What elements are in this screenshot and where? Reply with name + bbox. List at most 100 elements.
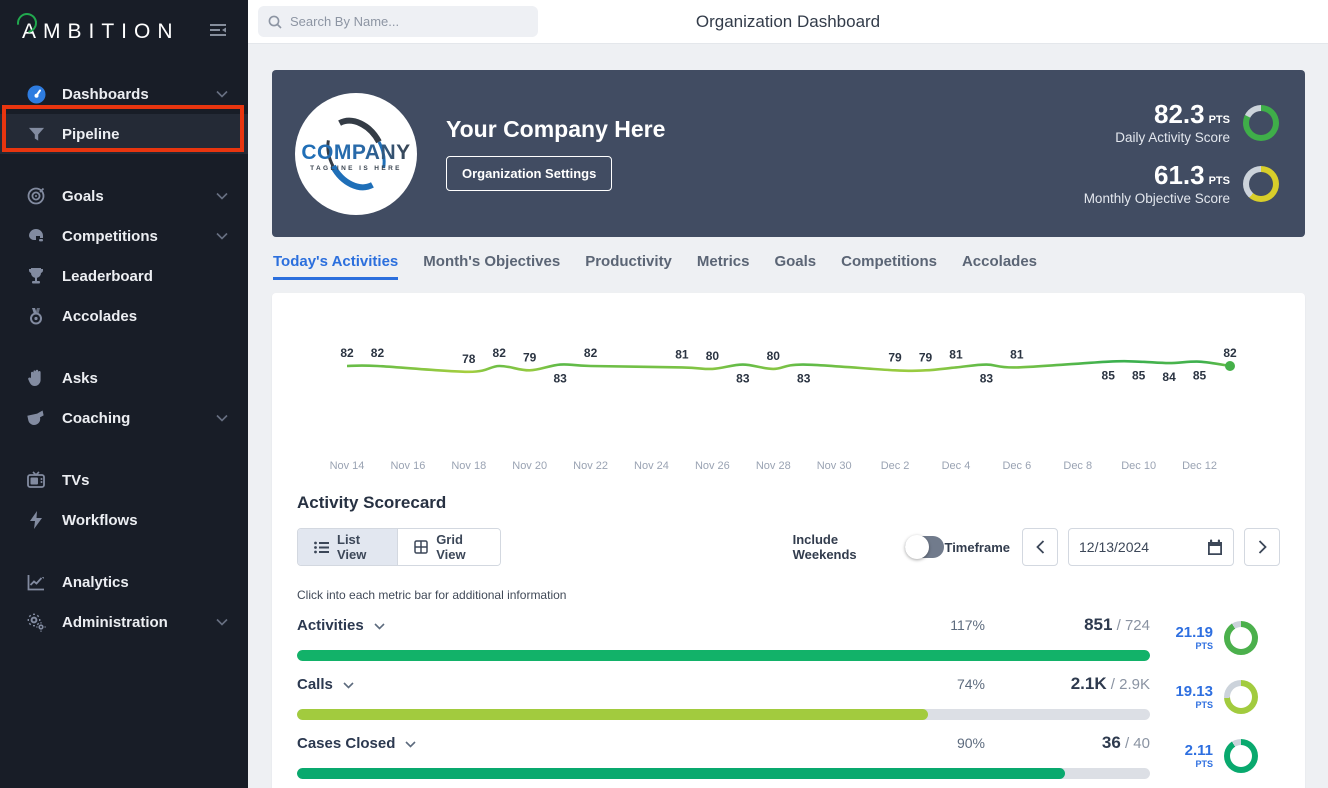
axis-tick-label: Nov 14 <box>330 460 365 472</box>
tab-todays-activities[interactable]: Today's Activities <box>273 253 399 280</box>
axis-tick-label: Nov 30 <box>817 460 852 472</box>
sidebar-item-dashboards[interactable]: Dashboards <box>0 74 248 114</box>
sidebar-item-coaching[interactable]: Coaching <box>0 398 248 438</box>
company-name: Your Company Here <box>446 116 666 142</box>
metric-row-cases-closed[interactable]: Cases Closed 90% 36 / 40 2.11 <box>297 733 1280 779</box>
axis-tick-label: Dec 8 <box>1063 460 1092 472</box>
sidebar-item-leaderboard[interactable]: Leaderboard <box>0 256 248 296</box>
sidebar-item-analytics[interactable]: Analytics <box>0 562 248 602</box>
timeframe-next-button[interactable] <box>1244 528 1280 566</box>
metric-name[interactable]: Activities <box>297 617 385 634</box>
grid-view-button[interactable]: Grid View <box>397 529 500 565</box>
metric-progress-fill <box>297 768 1065 779</box>
list-view-button[interactable]: List View <box>298 529 398 565</box>
point-label: 82 <box>340 346 354 360</box>
dashboard-gauge-icon <box>26 84 46 104</box>
metric-progress-track[interactable] <box>297 768 1150 779</box>
axis-tick-label: Nov 26 <box>695 460 730 472</box>
point-label: 83 <box>797 372 811 386</box>
organization-settings-button[interactable]: Organization Settings <box>446 156 613 191</box>
tab-goals[interactable]: Goals <box>774 253 817 270</box>
tab-productivity[interactable]: Productivity <box>585 253 672 270</box>
point-label: 79 <box>523 350 537 364</box>
score-trend-line <box>346 359 1231 374</box>
tv-icon <box>26 470 46 490</box>
point-label: 83 <box>553 372 567 386</box>
sidebar-item-asks[interactable]: Asks <box>0 358 248 398</box>
sidebar-item-tvs[interactable]: TVs <box>0 460 248 500</box>
sidebar-item-workflows[interactable]: Workflows <box>0 500 248 540</box>
metric-progress-fill <box>297 709 929 720</box>
sidebar-item-label: Asks <box>62 369 98 387</box>
chevron-down-icon <box>405 741 416 748</box>
calendar-icon[interactable] <box>1207 539 1223 556</box>
metric-value: 36 / 40 <box>1101 733 1150 752</box>
metric-name[interactable]: Cases Closed <box>297 735 416 752</box>
scorecard-controls: List View Grid View Include Weekends <box>297 528 1280 566</box>
sidebar-item-accolades[interactable]: Accolades <box>0 296 248 336</box>
include-weekends-label: Include Weekends <box>792 532 857 562</box>
metric-value: 2.1K / 2.9K <box>1070 674 1150 693</box>
score-value: 82.3 <box>1153 99 1205 129</box>
main-area: Organization Dashboard <box>248 0 1328 788</box>
chevron-down-icon <box>216 90 228 98</box>
include-weekends-toggle[interactable] <box>904 535 945 559</box>
search-input[interactable] <box>290 14 510 29</box>
date-input[interactable] <box>1079 539 1191 555</box>
search-box[interactable] <box>258 6 538 37</box>
axis-tick-label: Nov 24 <box>634 460 669 472</box>
score-value: 61.3 <box>1153 160 1205 190</box>
sidebar-item-goals[interactable]: Goals <box>0 176 248 216</box>
metric-row-activities[interactable]: Activities 117% 851 / 724 21.19 <box>297 615 1280 661</box>
point-label: 85 <box>1132 369 1146 383</box>
sidebar-item-pipeline[interactable]: Pipeline <box>0 114 248 154</box>
medal-icon <box>26 306 46 326</box>
metric-ring <box>1224 739 1258 773</box>
sidebar-item-label: Dashboards <box>62 85 149 103</box>
metric-row-calls[interactable]: Calls 74% 2.1K / 2.9K 19.13 P <box>297 674 1280 720</box>
metric-points: 21.19 PTS <box>1175 623 1213 652</box>
hand-icon <box>26 368 46 388</box>
metric-ring <box>1224 680 1258 714</box>
metric-progress-track[interactable] <box>297 650 1150 661</box>
activities-panel: 82 82 78 82 79 83 82 81 80 83 80 83 79 79 81 83 81 85 85 84… <box>272 293 1305 788</box>
tab-competitions[interactable]: Competitions <box>841 253 937 270</box>
chevron-down-icon <box>216 232 228 240</box>
score-label: Daily Activity Score <box>1115 130 1230 145</box>
company-logo: COMPANY TAGLINE IS HERE <box>295 92 417 215</box>
score-label: Monthly Objective Score <box>1083 191 1230 206</box>
chevron-down-icon <box>374 623 385 630</box>
sidebar-item-label: TVs <box>62 471 90 489</box>
date-picker[interactable] <box>1068 528 1234 566</box>
tab-accolades[interactable]: Accolades <box>961 253 1038 270</box>
sidebar-item-competitions[interactable]: Competitions <box>0 216 248 256</box>
daily-score-ring <box>1243 105 1279 141</box>
monthly-objective-score: 61.3 PTS Monthly Objective Score <box>1084 162 1279 206</box>
timeframe-previous-button[interactable] <box>1022 528 1058 566</box>
tab-months-objectives[interactable]: Month's Objectives <box>423 253 561 270</box>
sidebar-item-administration[interactable]: Administration <box>0 602 248 642</box>
svg-text:COMPANY: COMPANY <box>301 141 410 164</box>
tab-metrics[interactable]: Metrics <box>696 253 750 270</box>
point-label: 82 <box>371 346 385 360</box>
sidebar-collapse-icon[interactable] <box>208 22 228 43</box>
helmet-icon <box>26 226 46 246</box>
sidebar-item-label: Workflows <box>62 511 138 529</box>
list-view-label: List View <box>337 532 367 562</box>
sidebar-item-label: Pipeline <box>62 125 120 143</box>
sidebar-item-label: Goals <box>62 187 104 205</box>
point-label: 85 <box>1102 369 1116 383</box>
point-label: 83 <box>736 372 750 386</box>
metric-name[interactable]: Calls <box>297 676 354 693</box>
score-unit: PTS <box>1208 114 1230 126</box>
point-label: 84 <box>1162 370 1176 384</box>
ambition-logo: AMBITION <box>13 9 180 44</box>
metric-progress-track[interactable] <box>297 709 1150 720</box>
metric-points: 19.13 PTS <box>1175 682 1213 711</box>
axis-tick-label: Dec 4 <box>942 460 971 472</box>
list-icon <box>314 541 329 554</box>
axis-tick-label: Nov 20 <box>512 460 547 472</box>
latest-point-dot <box>1225 361 1235 371</box>
sidebar-nav: Dashboards Pipeline Goals <box>0 52 248 642</box>
